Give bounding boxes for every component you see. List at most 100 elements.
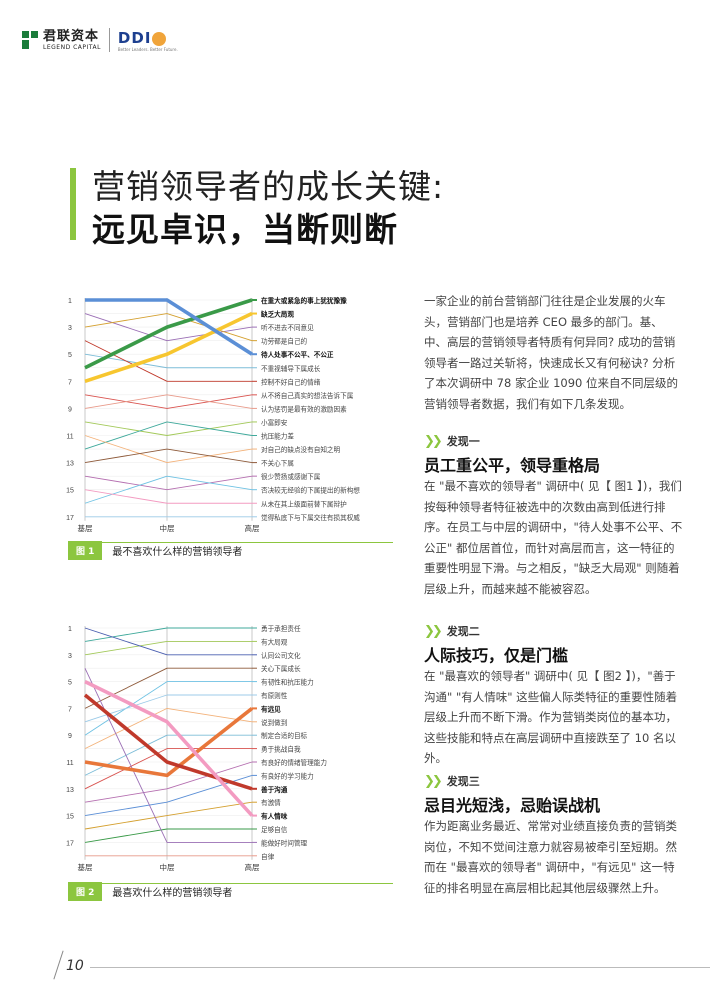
fig2-x-label: 中层 bbox=[160, 862, 175, 872]
fig1-series-label: 从不将自己真实的想法告诉下属 bbox=[261, 391, 353, 400]
fig2-series-label: 有良好的情绪管理能力 bbox=[261, 758, 327, 767]
finding2-title: 人际技巧，仅是门槛 bbox=[424, 646, 569, 665]
finding3-head: ❯❯ 发现三 bbox=[424, 773, 480, 789]
fig1-x-label: 中层 bbox=[160, 523, 175, 533]
ddi-wordmark: DDI bbox=[117, 29, 152, 47]
ddi-orb-icon bbox=[152, 31, 167, 46]
finding3-label: 发现三 bbox=[446, 775, 480, 788]
fig1-series-line bbox=[84, 489, 252, 504]
figure1-caption-rule bbox=[68, 542, 393, 543]
finding2-body: 在 "最喜欢的领导者" 调研中( 见【 图2 】)，"善于沟通" "有人情味" … bbox=[424, 669, 678, 765]
fig2-y-tick: 1 bbox=[68, 626, 72, 633]
figure1-caption: 图 1 最不喜欢什么样的营销领导者 bbox=[68, 540, 242, 560]
title-accent-bar bbox=[70, 168, 76, 240]
fig2-series-line bbox=[84, 734, 252, 776]
fig1-series-line bbox=[84, 298, 253, 370]
legend-capital-logo-mark bbox=[22, 31, 38, 49]
ddi-logo: DDI Better Leaders. Better Future. bbox=[118, 28, 178, 52]
fig1-series-label: 不关心下属 bbox=[261, 459, 294, 468]
fig1-y-tick: 9 bbox=[68, 406, 72, 413]
fig2-series-label: 勇于承担责任 bbox=[261, 624, 301, 633]
finding2-label: 发现二 bbox=[446, 625, 480, 638]
fig2-series-label: 有远见 bbox=[261, 704, 281, 713]
fig2-series-line bbox=[84, 801, 253, 830]
chevron-right-icon: ❯❯ bbox=[424, 623, 443, 639]
fig2-series-line bbox=[84, 679, 254, 817]
figure2-caption-rule bbox=[68, 883, 393, 884]
legend-capital-en: LEGEND CAPITAL bbox=[43, 43, 101, 51]
fig1-x-label: 高层 bbox=[245, 523, 260, 533]
fig2-series-line bbox=[84, 761, 253, 803]
fig2-series-line bbox=[84, 748, 252, 790]
fig1-series-label: 否决较无经验的下属提出的新构想 bbox=[261, 486, 360, 495]
figure1-caption-text: 最不喜欢什么样的营销领导者 bbox=[112, 546, 243, 558]
fig2-series-label: 有人情味 bbox=[261, 812, 288, 821]
fig2-series-label: 善于沟通 bbox=[261, 785, 288, 794]
fig2-series-line bbox=[84, 694, 252, 723]
fig1-series-line bbox=[84, 448, 253, 464]
legend-capital-logo: 君联资本 LEGEND CAPITAL bbox=[43, 28, 101, 51]
figure2-caption-text: 最喜欢什么样的营销领导者 bbox=[112, 887, 233, 899]
fig1-series-line bbox=[84, 394, 253, 409]
fig1-series-line bbox=[84, 435, 253, 464]
fig1-series-line bbox=[84, 340, 252, 382]
finding2-head: ❯❯ 发现二 bbox=[424, 623, 480, 639]
fig1-series-line bbox=[84, 313, 253, 342]
fig2-series-label: 勇于挑战自我 bbox=[261, 745, 301, 754]
fig2-series-label: 有原则性 bbox=[261, 691, 288, 700]
fig2-x-label: 高层 bbox=[245, 862, 260, 872]
fig1-series-line bbox=[84, 421, 253, 450]
figure2-tag: 图 2 bbox=[68, 881, 103, 901]
legend-capital-cn: 君联资本 bbox=[43, 28, 100, 44]
chevron-right-icon: ❯❯ bbox=[424, 773, 443, 789]
page-title-line1: 营销领导者的成长关键: bbox=[92, 167, 445, 206]
fig1-series-line bbox=[84, 394, 253, 409]
chevron-right-icon: ❯❯ bbox=[424, 433, 443, 449]
fig2-series-line bbox=[84, 627, 252, 656]
fig2-y-tick: 13 bbox=[66, 787, 74, 794]
fig1-y-tick: 1 bbox=[68, 298, 72, 305]
fig2-y-tick: 17 bbox=[66, 840, 74, 847]
page-title-line2: 远见卓识，当断则断 bbox=[92, 210, 398, 249]
fig2-y-tick: 15 bbox=[66, 814, 74, 821]
fig2-series-line bbox=[84, 828, 252, 843]
header-logos: 君联资本 LEGEND CAPITAL DDI Better Leaders. … bbox=[22, 26, 178, 54]
fig1-y-tick: 11 bbox=[66, 434, 73, 441]
finding3-title: 忌目光短浅，忌贻误战机 bbox=[424, 796, 601, 815]
fig2-y-tick: 9 bbox=[68, 733, 72, 740]
fig2-y-tick: 5 bbox=[68, 680, 72, 687]
fig2-y-tick: 3 bbox=[68, 653, 72, 660]
fig1-y-tick: 13 bbox=[66, 461, 74, 468]
fig1-y-tick: 7 bbox=[68, 379, 72, 386]
fig1-series-label: 在重大或紧急的事上犹犹豫豫 bbox=[261, 296, 347, 305]
fig2-y-tick: 11 bbox=[66, 760, 73, 767]
fig1-series-label: 缺乏大局观 bbox=[260, 310, 294, 319]
fig2-series-label: 认同公司文化 bbox=[261, 651, 301, 660]
fig1-series-line bbox=[84, 475, 253, 491]
fig1-y-tick: 3 bbox=[68, 325, 72, 332]
fig2-series-label: 有激情 bbox=[261, 798, 281, 807]
fig2-y-tick: 7 bbox=[68, 706, 72, 713]
fig2-series-line bbox=[84, 667, 252, 709]
fig1-x-label: 基层 bbox=[78, 523, 93, 533]
fig2-series-label: 说到做到 bbox=[261, 718, 287, 727]
fig2-series-label: 有良好的学习能力 bbox=[261, 771, 314, 780]
fig2-series-line bbox=[84, 668, 252, 843]
finding3-body: 作为距离业务最近、常常对业绩直接负责的营销类岗位，不知不觉间注意力就容易被牵引至… bbox=[424, 819, 677, 895]
fig1-series-line bbox=[85, 298, 253, 356]
finding1-body: 在 "最不喜欢的领导者" 调研中( 见【 图1 】)，我们按每种领导者特征被选中… bbox=[424, 479, 683, 596]
fig2-series-label: 自律 bbox=[261, 852, 275, 861]
fig2-series-label: 能做好时间管理 bbox=[261, 838, 308, 847]
fig2-series-line bbox=[83, 693, 253, 791]
footer-rule bbox=[90, 967, 710, 968]
fig1-series-label: 听不进去不同意见 bbox=[261, 323, 314, 332]
fig1-y-tick: 15 bbox=[66, 488, 74, 495]
fig1-series-line bbox=[84, 311, 253, 384]
footer-slash bbox=[53, 950, 64, 980]
finding1-label: 发现一 bbox=[446, 435, 480, 448]
finding1-title: 员工重公平，领导重格局 bbox=[424, 456, 601, 475]
ddi-tagline: Better Leaders. Better Future. bbox=[117, 47, 178, 52]
fig1-series-label: 认为惩罚是最有效的激励因素 bbox=[261, 404, 347, 413]
